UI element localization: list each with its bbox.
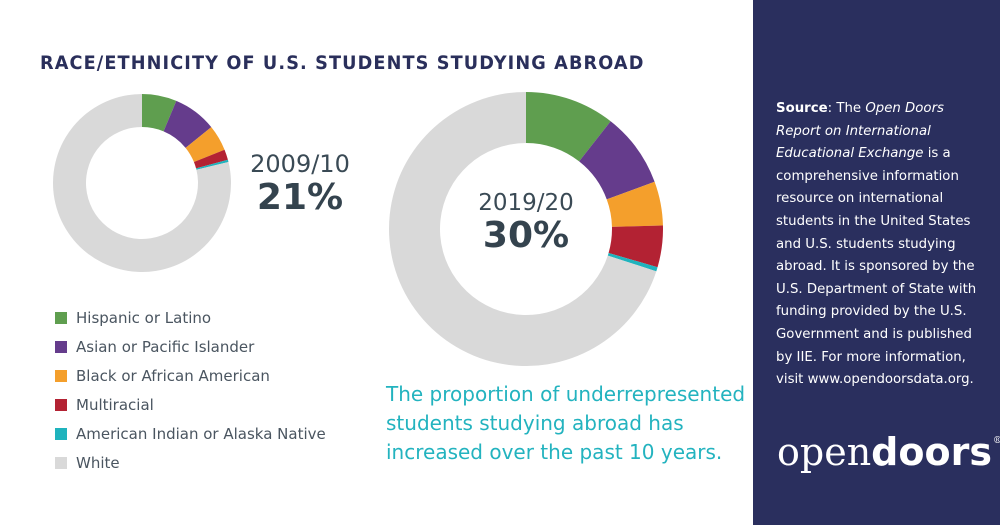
source-sidebar: Source: The Open Doors Report on Interna…	[753, 0, 1000, 525]
donut-segment	[185, 127, 225, 163]
chart-title: RACE/ETHNICITY OF U.S. STUDENTS STUDYING…	[40, 52, 645, 74]
donut-segment	[606, 181, 663, 227]
legend-item-american-indian: American Indian or Alaska Native	[55, 419, 326, 448]
swatch-icon	[55, 311, 67, 324]
swatch-icon	[55, 369, 67, 382]
donut-segment	[526, 92, 611, 162]
year-label: 2019/20	[478, 190, 574, 216]
logo-light-text: open	[777, 430, 872, 474]
donut-segment	[389, 92, 657, 366]
donut-segment	[53, 94, 231, 272]
takeaway-text: The proportion of underrepresented stude…	[386, 382, 746, 464]
legend-item-hispanic: Hispanic or Latino	[55, 303, 326, 332]
opendoors-logo: opendoors®	[777, 430, 1000, 474]
swatch-icon	[55, 340, 67, 353]
legend-label: White	[76, 453, 120, 472]
source-body: is a comprehensive information resource …	[776, 146, 977, 388]
legend-item-asian: Asian or Pacific Islander	[55, 332, 326, 361]
legend-label: Multiracial	[76, 395, 154, 414]
swatch-icon	[55, 427, 67, 440]
donut-segment	[193, 149, 228, 169]
year-label: 2009/10	[250, 150, 350, 178]
donut-large-label: 2019/20 30%	[456, 190, 596, 256]
donut-chart-2009-10	[53, 94, 231, 272]
source-label: Source	[776, 101, 828, 116]
legend-item-black: Black or African American	[55, 361, 326, 390]
donut-chart-2019-20	[389, 92, 663, 366]
swatch-icon	[55, 398, 67, 411]
donut-segment	[607, 252, 658, 272]
legend-label: Asian or Pacific Islander	[76, 337, 255, 356]
registered-mark: ®	[992, 436, 1000, 446]
donut-small-label: 2009/10 21%	[250, 150, 350, 218]
legend-label: Black or African American	[76, 366, 270, 385]
swatch-icon	[55, 456, 67, 469]
donut-segment	[579, 121, 655, 200]
legend-label: American Indian or Alaska Native	[76, 424, 326, 443]
donut-segment	[142, 94, 177, 132]
donut-segment	[196, 159, 229, 170]
donut-segment	[163, 100, 212, 148]
report-title: Open Doors Report on International Educa…	[776, 101, 944, 162]
legend-item-white: White	[55, 448, 326, 477]
percent-value: 30%	[482, 215, 570, 256]
legend-item-multiracial: Multiracial	[55, 390, 326, 419]
donut-segment	[608, 225, 663, 268]
source-note: Source: The Open Doors Report on Interna…	[776, 98, 991, 392]
source-pre: : The	[827, 101, 866, 116]
percent-value: 21%	[256, 177, 344, 218]
logo-bold-text: doors	[871, 430, 992, 474]
legend-label: Hispanic or Latino	[76, 308, 212, 327]
legend: Hispanic or Latino Asian or Pacific Isla…	[55, 303, 326, 477]
